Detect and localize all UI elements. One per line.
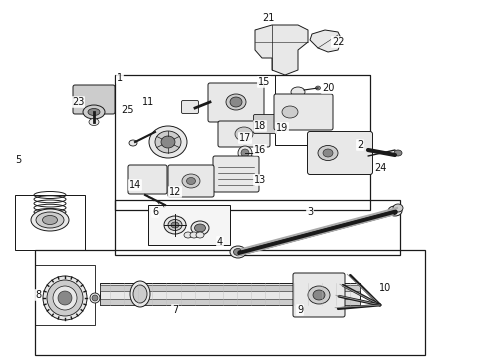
Bar — [35, 250, 425, 355]
Bar — [100, 299, 360, 305]
FancyBboxPatch shape — [208, 83, 264, 122]
Ellipse shape — [129, 140, 137, 146]
Ellipse shape — [184, 232, 192, 238]
Ellipse shape — [313, 290, 325, 300]
Text: 3: 3 — [307, 207, 313, 217]
Bar — [115, 75, 370, 210]
Text: 24: 24 — [374, 163, 386, 173]
Ellipse shape — [234, 248, 243, 256]
Text: 9: 9 — [297, 305, 303, 315]
Ellipse shape — [133, 285, 147, 303]
Ellipse shape — [318, 145, 338, 161]
Ellipse shape — [47, 280, 83, 316]
Text: 22: 22 — [332, 37, 344, 47]
Text: 20: 20 — [322, 83, 334, 93]
Ellipse shape — [88, 108, 100, 116]
FancyBboxPatch shape — [218, 121, 270, 147]
Ellipse shape — [89, 118, 99, 126]
Ellipse shape — [164, 216, 186, 234]
Ellipse shape — [161, 136, 175, 148]
Text: 10: 10 — [379, 283, 391, 293]
Ellipse shape — [155, 131, 181, 153]
Text: 12: 12 — [169, 187, 181, 197]
Text: 19: 19 — [276, 123, 288, 133]
Ellipse shape — [53, 286, 77, 310]
Ellipse shape — [171, 222, 179, 228]
Text: 2: 2 — [357, 140, 363, 150]
Ellipse shape — [36, 212, 64, 228]
Text: 25: 25 — [121, 105, 133, 115]
FancyBboxPatch shape — [274, 94, 333, 130]
Text: 21: 21 — [262, 13, 274, 23]
Text: 4: 4 — [217, 237, 223, 247]
Text: 13: 13 — [254, 175, 266, 185]
Ellipse shape — [168, 220, 182, 230]
Ellipse shape — [235, 127, 253, 141]
Ellipse shape — [230, 97, 242, 107]
Ellipse shape — [83, 105, 105, 119]
Bar — [35, 265, 95, 325]
Polygon shape — [255, 25, 308, 75]
Text: 18: 18 — [254, 121, 266, 131]
Ellipse shape — [230, 246, 246, 258]
Ellipse shape — [149, 126, 187, 158]
Ellipse shape — [291, 87, 305, 97]
Ellipse shape — [282, 106, 298, 118]
Ellipse shape — [90, 293, 100, 303]
FancyBboxPatch shape — [128, 165, 167, 194]
Ellipse shape — [43, 216, 57, 225]
Bar — [100, 283, 360, 305]
FancyBboxPatch shape — [181, 100, 198, 113]
Ellipse shape — [190, 232, 198, 238]
FancyBboxPatch shape — [168, 165, 214, 197]
Ellipse shape — [187, 177, 196, 184]
Ellipse shape — [58, 291, 72, 305]
Ellipse shape — [130, 281, 150, 307]
Ellipse shape — [182, 174, 200, 188]
Text: 1: 1 — [117, 73, 123, 83]
Ellipse shape — [394, 150, 402, 156]
Text: 16: 16 — [254, 145, 266, 155]
Ellipse shape — [226, 94, 246, 110]
FancyBboxPatch shape — [308, 131, 372, 175]
Circle shape — [241, 149, 249, 157]
Text: 11: 11 — [142, 97, 154, 107]
Circle shape — [238, 146, 252, 160]
Ellipse shape — [316, 86, 320, 90]
Ellipse shape — [195, 224, 205, 232]
Text: 17: 17 — [239, 133, 251, 143]
Text: 6: 6 — [152, 207, 158, 217]
FancyBboxPatch shape — [253, 114, 276, 134]
Text: 23: 23 — [72, 97, 84, 107]
Ellipse shape — [31, 209, 69, 231]
Text: 14: 14 — [129, 180, 141, 190]
Ellipse shape — [393, 204, 403, 212]
Bar — [15, 195, 85, 250]
Text: 15: 15 — [258, 77, 270, 87]
Text: 7: 7 — [172, 305, 178, 315]
Text: 5: 5 — [15, 155, 21, 165]
Bar — [275, 75, 370, 145]
Ellipse shape — [191, 221, 209, 235]
FancyBboxPatch shape — [293, 273, 345, 317]
Ellipse shape — [388, 206, 402, 216]
Ellipse shape — [92, 295, 98, 301]
Ellipse shape — [308, 286, 330, 304]
Ellipse shape — [43, 276, 87, 320]
FancyBboxPatch shape — [213, 156, 259, 192]
Ellipse shape — [196, 232, 204, 238]
Bar — [115, 200, 400, 255]
FancyBboxPatch shape — [73, 85, 115, 114]
Bar — [148, 205, 230, 245]
Polygon shape — [310, 30, 342, 52]
Ellipse shape — [323, 149, 333, 157]
Bar — [100, 285, 360, 291]
Text: 8: 8 — [35, 290, 41, 300]
